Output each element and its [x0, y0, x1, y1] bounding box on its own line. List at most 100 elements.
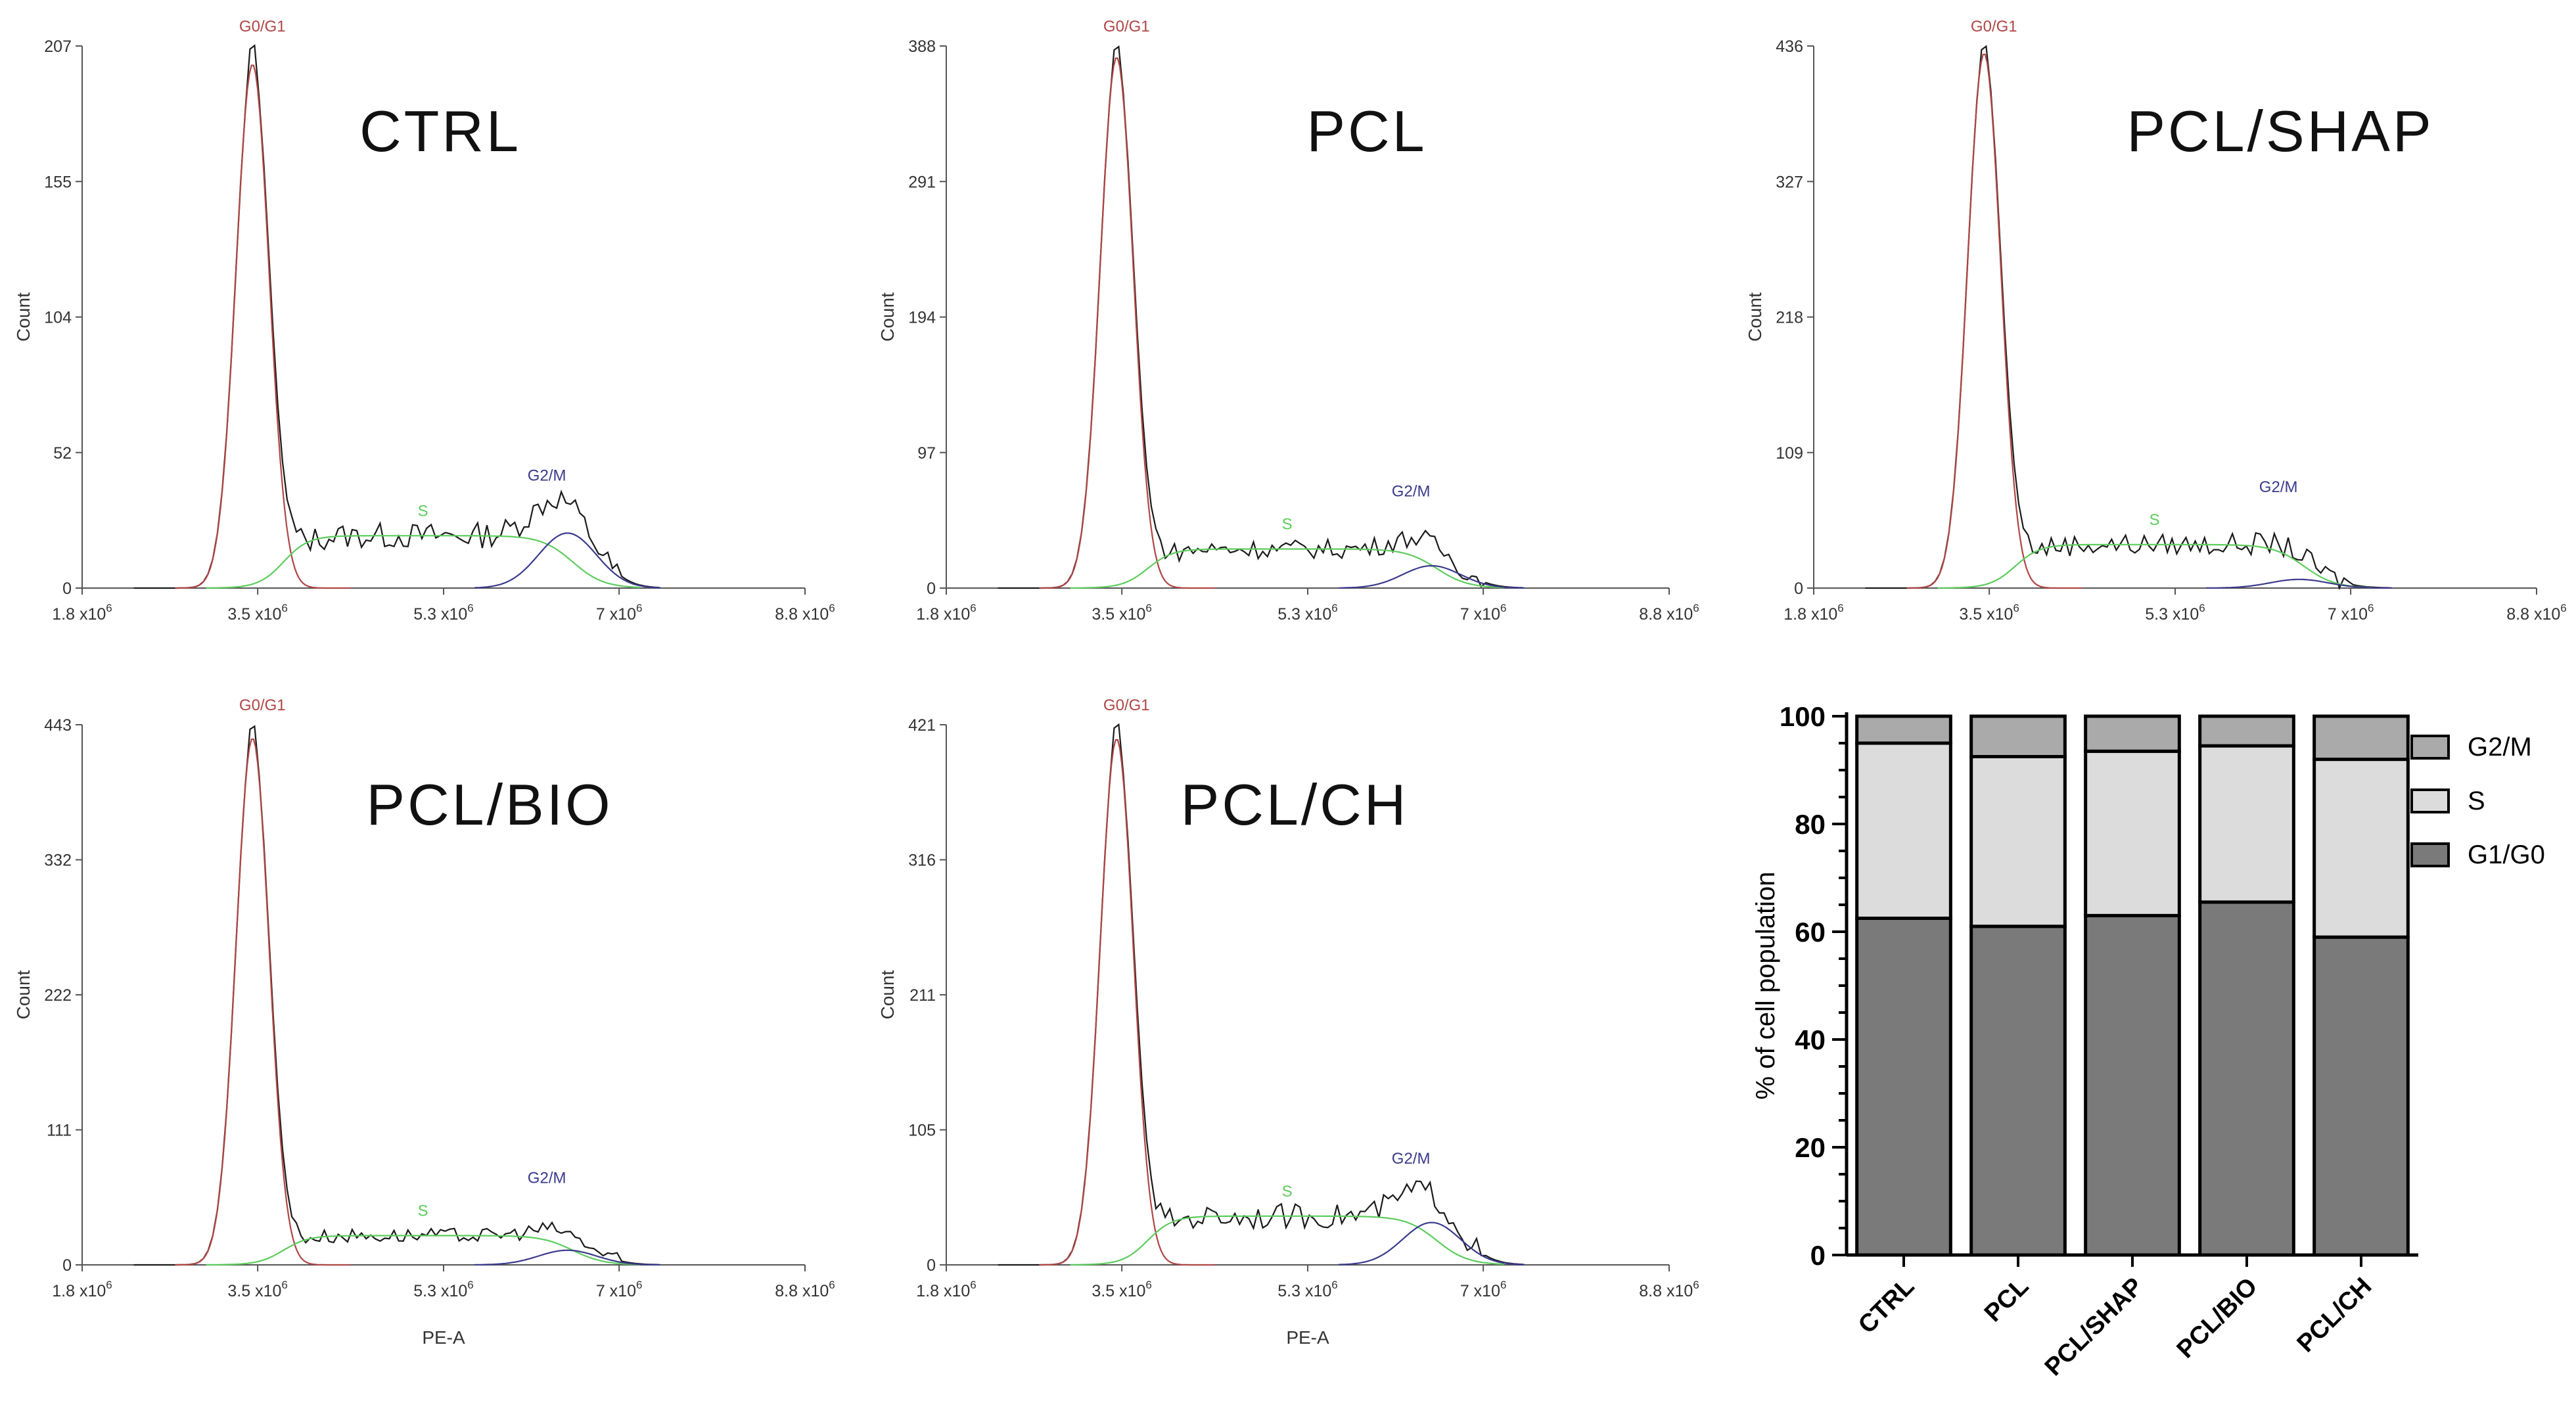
g2m-label: G2/M — [1392, 1150, 1431, 1168]
y-tick-label: 327 — [1776, 173, 1803, 191]
s-phase-fit-curve — [1937, 543, 2372, 589]
y-tick-label: 291 — [908, 173, 936, 191]
x-tick-exponent: 6 — [829, 602, 835, 614]
y-axis-title: Count — [1745, 292, 1765, 342]
x-tick-label: 7 x106 — [596, 602, 643, 624]
bar-segment-g1g0-pcl — [1969, 925, 2067, 1257]
bar-y-tick-label: 100 — [1780, 701, 1826, 732]
y-axis-title: Count — [13, 292, 34, 342]
x-tick-label: 5.3 x106 — [2145, 602, 2205, 624]
y-axis-title: Count — [877, 970, 898, 1019]
g0g1-label: G0/G1 — [1103, 697, 1150, 714]
bar-segment-g2m-pcl-bio — [2198, 714, 2295, 748]
bar-category-label: PCL/BIO — [2172, 1273, 2263, 1364]
x-tick-exponent: 6 — [106, 602, 112, 614]
g2m-label: G2/M — [528, 1169, 566, 1187]
g0g1-label: G0/G1 — [1971, 18, 2017, 35]
x-tick-exponent: 6 — [970, 1279, 976, 1291]
y-tick-label: 207 — [44, 37, 72, 56]
x-tick-label: 7 x106 — [1460, 602, 1507, 624]
g0g1-label: G0/G1 — [1103, 18, 1150, 35]
bar-y-tick-label: 80 — [1795, 809, 1826, 840]
bar-category-label: CTRL — [1853, 1273, 1920, 1339]
bar-segment-g2m-ctrl — [1855, 714, 1952, 745]
x-tick-mantissa: 7 x10 — [1460, 1282, 1500, 1300]
y-tick-label: 105 — [908, 1122, 936, 1140]
x-tick-mantissa: 5.3 x10 — [413, 605, 467, 624]
x-tick-label: 1.8 x106 — [916, 1279, 976, 1300]
x-tick-label: 5.3 x106 — [413, 602, 473, 624]
s-phase-fit-curve — [206, 1235, 640, 1266]
y-tick-label: 109 — [1776, 444, 1803, 463]
x-tick-exponent: 6 — [636, 602, 642, 614]
x-tick-label: 5.3 x106 — [413, 1279, 473, 1300]
x-tick-mantissa: 7 x10 — [596, 1282, 636, 1300]
x-tick-exponent: 6 — [829, 1279, 835, 1291]
s-phase-fit-curve — [1070, 1215, 1504, 1266]
panel-title: PCL/BIO — [366, 772, 612, 837]
x-tick-exponent: 6 — [1331, 1279, 1337, 1291]
legend-swatch-s — [2410, 788, 2450, 813]
g0g1-fit-curve — [175, 738, 351, 1266]
x-tick-label: 3.5 x106 — [1092, 602, 1151, 624]
g2m-fit-curve — [1339, 1222, 1525, 1266]
y-tick-label: 97 — [917, 444, 936, 463]
y-tick-label: 0 — [62, 580, 72, 598]
bar-segment-g1g0-pcl-shap — [2084, 913, 2181, 1257]
panel-title: PCL — [1306, 99, 1427, 164]
panel-title: PCL/SHAP — [2127, 99, 2433, 164]
g0g1-fit-curve — [1906, 53, 2082, 589]
x-tick-mantissa: 3.5 x10 — [227, 605, 281, 624]
x-tick-exponent: 6 — [2368, 602, 2374, 614]
x-tick-exponent: 6 — [1500, 1279, 1506, 1291]
legend-label: G2/M — [2468, 733, 2532, 762]
x-tick-label: 3.5 x106 — [1959, 602, 2019, 624]
x-tick-label: 3.5 x106 — [227, 602, 287, 624]
s-phase-label: S — [1282, 1183, 1293, 1200]
s-phase-label: S — [418, 1202, 428, 1220]
s-phase-label: S — [2150, 511, 2160, 529]
bar-segment-s-pcl-bio — [2198, 744, 2295, 904]
bar-y-tick-label: 0 — [1810, 1240, 1826, 1271]
g0g1-fit-curve — [1039, 57, 1215, 589]
x-tick-mantissa: 5.3 x10 — [413, 1282, 467, 1300]
y-tick-label: 52 — [53, 444, 72, 463]
x-tick-exponent: 6 — [467, 602, 473, 614]
y-tick-label: 211 — [909, 986, 936, 1005]
x-tick-mantissa: 3.5 x10 — [1092, 605, 1145, 624]
bar-y-tick-label: 20 — [1795, 1132, 1826, 1163]
panel-title: CTRL — [359, 99, 521, 164]
s-phase-fit-curve — [1070, 548, 1504, 589]
y-tick-label: 0 — [62, 1256, 72, 1275]
x-tick-mantissa: 1.8 x10 — [1783, 605, 1837, 624]
y-tick-label: 332 — [44, 852, 72, 870]
x-tick-exponent: 6 — [2199, 602, 2205, 614]
x-tick-label: 8.8 x106 — [2506, 602, 2566, 624]
s-phase-fit-curve — [206, 535, 640, 589]
x-tick-exponent: 6 — [1693, 1279, 1699, 1291]
bar-segment-g1g0-pcl-ch — [2312, 935, 2410, 1257]
x-tick-mantissa: 5.3 x10 — [2145, 605, 2199, 624]
bar-category-label: PCL/SHAP — [2040, 1273, 2149, 1382]
y-tick-label: 194 — [908, 309, 936, 327]
g2m-label: G2/M — [2259, 478, 2298, 496]
x-tick-label: 3.5 x106 — [227, 1279, 287, 1300]
bar-segment-g1g0-pcl-bio — [2198, 900, 2295, 1257]
x-tick-exponent: 6 — [106, 1279, 112, 1291]
x-tick-exponent: 6 — [2560, 602, 2566, 614]
g2m-label: G2/M — [528, 467, 566, 484]
x-tick-exponent: 6 — [636, 1279, 642, 1291]
x-axis-title: PE-A — [1286, 1327, 1329, 1348]
x-tick-label: 5.3 x106 — [1277, 602, 1337, 624]
legend-label: G1/G0 — [2468, 840, 2545, 869]
g0g1-label: G0/G1 — [239, 18, 286, 35]
x-tick-mantissa: 7 x10 — [1460, 605, 1500, 624]
x-tick-mantissa: 3.5 x10 — [227, 1282, 281, 1300]
s-phase-label: S — [418, 502, 428, 520]
x-tick-label: 1.8 x106 — [52, 602, 112, 624]
